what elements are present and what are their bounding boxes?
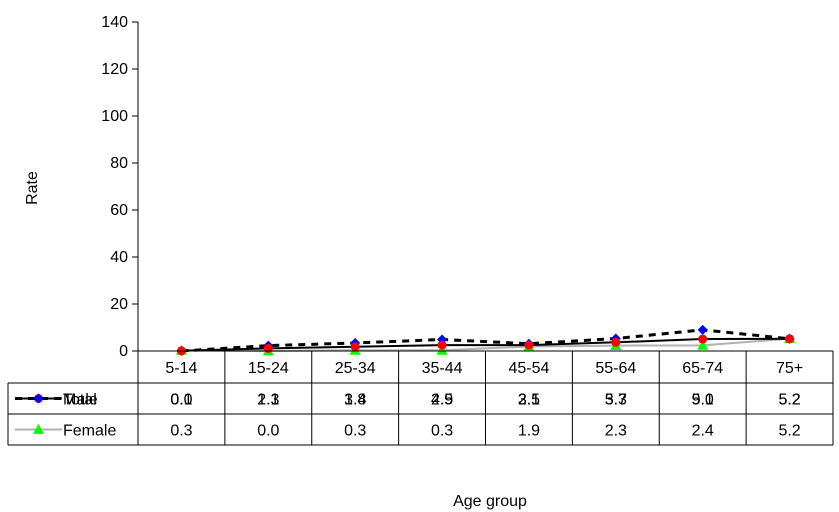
category-label: 5-14 [165, 360, 197, 377]
table-cell: 0.3 [170, 423, 192, 440]
y-tick-label: 100 [101, 108, 128, 125]
table-cell: 2.5 [431, 392, 453, 409]
data-table: 5-14 15-24 25-34 35-44 45-54 55-64 65-74 75+ Tot… [7, 350, 834, 446]
table-cell: 3.1 [518, 392, 540, 409]
legend-label-total: Total [63, 392, 97, 409]
data-point-total [350, 342, 360, 352]
data-point-total [437, 340, 447, 350]
y-tick-label: 0 [119, 343, 128, 360]
category-label: 15-24 [248, 360, 289, 377]
legend-marker-male [33, 393, 44, 404]
y-tick-label: 140 [101, 14, 128, 31]
table-cell: 1.1 [257, 392, 279, 409]
plot-area: 0 20 40 60 80 100 120 140 [101, 14, 796, 360]
table-cell: 3.7 [605, 392, 627, 409]
category-label: 55-64 [595, 360, 636, 377]
y-axis-title: Rate [24, 171, 41, 205]
table-cell: 0.3 [431, 423, 453, 440]
y-tick-label: 20 [110, 296, 128, 313]
data-point-total [524, 340, 534, 350]
table-cell: 2.5 [518, 392, 540, 409]
table-cell: 3.4 [344, 392, 366, 409]
table-cell: 5.2 [778, 392, 800, 409]
table-cell: 5.2 [778, 423, 800, 440]
table-cell: 0.0 [257, 423, 279, 440]
y-tick-label: 40 [110, 249, 128, 266]
table-cell: 4.9 [431, 392, 453, 409]
y-tick-label: 120 [101, 61, 128, 78]
series-total [176, 334, 795, 356]
table-cell: 5.1 [692, 392, 714, 409]
table-cell: 0.3 [344, 423, 366, 440]
legend-label-female: Female [63, 423, 116, 440]
table-cell: 0.1 [170, 392, 192, 409]
table-cell: 2.4 [692, 423, 714, 440]
category-label: 35-44 [422, 360, 463, 377]
category-label: 25-34 [335, 360, 376, 377]
table-cell: 2.3 [605, 423, 627, 440]
category-label: 75+ [776, 360, 803, 377]
table-cell: 0.0 [170, 392, 192, 409]
data-point-total [698, 334, 708, 344]
series-line-total [181, 337, 790, 352]
table-cell: 5.2 [778, 392, 800, 409]
data-point-total [611, 337, 621, 347]
table-cell: 1.9 [518, 423, 540, 440]
data-point-total [263, 343, 273, 353]
data-point-female [697, 339, 709, 350]
data-point-male [697, 324, 708, 335]
y-tick-label: 60 [110, 202, 128, 219]
category-label: 45-54 [508, 360, 549, 377]
x-axis-title: Age group [453, 493, 527, 510]
series-line-male [181, 328, 790, 353]
table-cell: 2.3 [257, 392, 279, 409]
table-cell: 9.0 [692, 392, 714, 409]
data-point-total [785, 334, 795, 344]
data-point-female [436, 344, 448, 355]
category-label: 65-74 [682, 360, 723, 377]
table-cell: 5.3 [605, 392, 627, 409]
legend-marker-female [33, 424, 44, 434]
legend-label-male: Male [63, 392, 98, 409]
y-tick-label: 80 [110, 155, 128, 172]
table-cell: 1.8 [344, 392, 366, 409]
